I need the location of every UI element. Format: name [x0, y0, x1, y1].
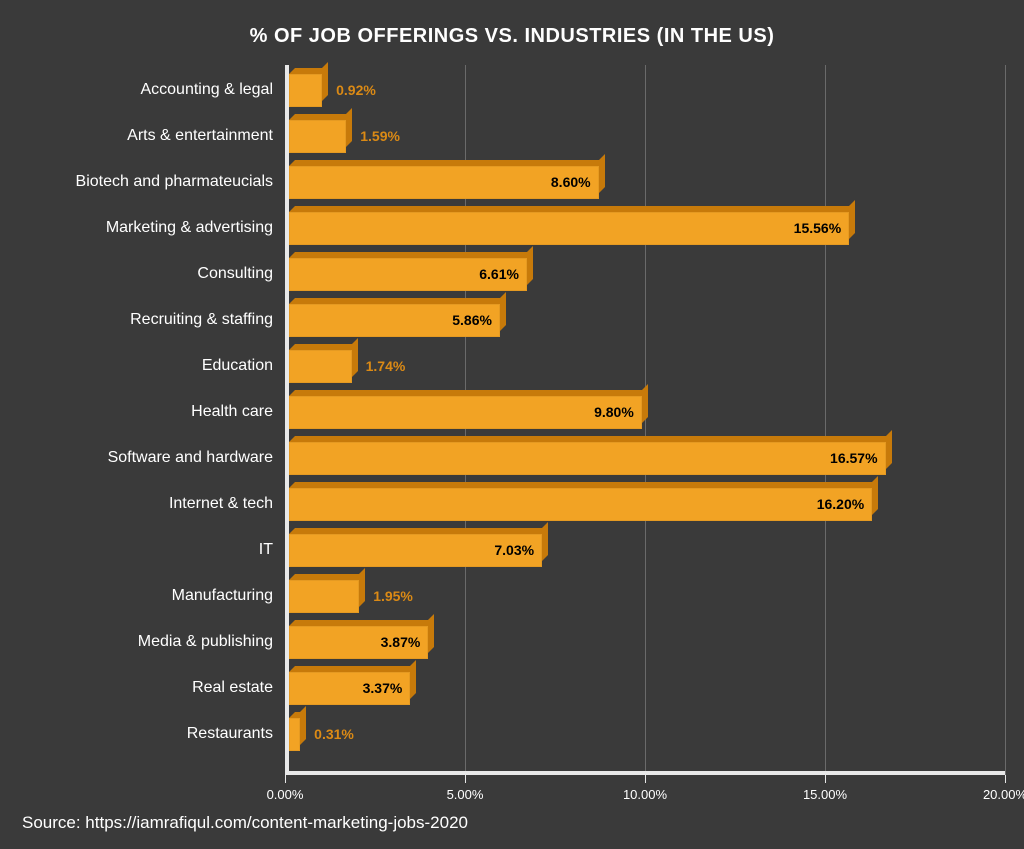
x-tick-label: 5.00% — [447, 787, 484, 802]
bar-face — [289, 212, 849, 245]
category-label: Restaurants — [187, 725, 273, 743]
gridline — [1005, 65, 1006, 775]
bar-face — [289, 74, 322, 107]
category-label: Software and hardware — [108, 449, 273, 467]
bar-face — [289, 488, 872, 521]
x-tick-mark — [645, 775, 646, 783]
value-label: 16.20% — [817, 496, 864, 512]
category-label: Marketing & advertising — [106, 219, 273, 237]
chart-title: % OF JOB OFFERINGS VS. INDUSTRIES (IN TH… — [0, 25, 1024, 48]
bar-face — [289, 718, 300, 751]
value-label: 9.80% — [594, 404, 634, 420]
category-label: Arts & entertainment — [127, 127, 273, 145]
plot-area: 0.00%5.00%10.00%15.00%20.00%0.92%1.59%8.… — [285, 65, 1005, 775]
x-tick-label: 20.00% — [983, 787, 1024, 802]
value-label: 15.56% — [794, 220, 841, 236]
x-tick-mark — [825, 775, 826, 783]
value-label: 8.60% — [551, 174, 591, 190]
x-tick-label: 15.00% — [803, 787, 847, 802]
value-label: 7.03% — [494, 542, 534, 558]
category-label: Manufacturing — [172, 587, 273, 605]
bar-face — [289, 350, 352, 383]
gridline — [825, 65, 826, 775]
value-label: 3.87% — [381, 634, 421, 650]
value-label: 3.37% — [363, 680, 403, 696]
category-label: IT — [259, 541, 273, 559]
value-label: 0.31% — [314, 726, 354, 742]
category-label: Internet & tech — [169, 495, 273, 513]
value-label: 1.59% — [360, 128, 400, 144]
x-tick-label: 10.00% — [623, 787, 667, 802]
chart-container: % OF JOB OFFERINGS VS. INDUSTRIES (IN TH… — [0, 0, 1024, 849]
value-label: 0.92% — [336, 82, 376, 98]
bar-face — [289, 442, 886, 475]
bar-face — [289, 396, 642, 429]
category-label: Media & publishing — [138, 633, 273, 651]
x-tick-mark — [465, 775, 466, 783]
x-axis — [285, 771, 1005, 775]
value-label: 6.61% — [479, 266, 519, 282]
category-label: Consulting — [197, 265, 273, 283]
category-label: Biotech and pharmateucials — [76, 173, 273, 191]
gridline — [645, 65, 646, 775]
y-axis — [285, 65, 289, 775]
value-label: 1.95% — [373, 588, 413, 604]
bar-face — [289, 580, 359, 613]
category-label: Accounting & legal — [140, 81, 273, 99]
bar-face — [289, 120, 346, 153]
x-tick-label: 0.00% — [267, 787, 304, 802]
x-tick-mark — [1005, 775, 1006, 783]
source-text: Source: https://iamrafiqul.com/content-m… — [22, 813, 468, 833]
value-label: 1.74% — [366, 358, 406, 374]
category-label: Recruiting & staffing — [130, 311, 273, 329]
value-label: 5.86% — [452, 312, 492, 328]
category-label: Health care — [191, 403, 273, 421]
x-tick-mark — [285, 775, 286, 783]
value-label: 16.57% — [830, 450, 877, 466]
category-label: Real estate — [192, 679, 273, 697]
category-label: Education — [202, 357, 273, 375]
